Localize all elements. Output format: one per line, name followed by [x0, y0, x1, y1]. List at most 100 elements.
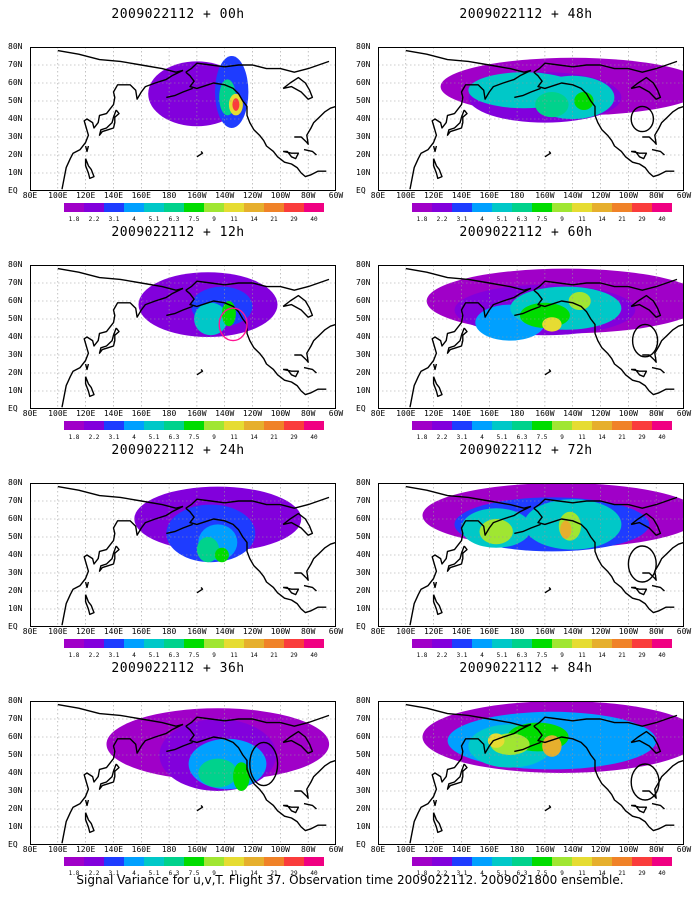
map-frame: [378, 483, 684, 627]
coastline: [651, 366, 665, 374]
lon-tick-label: 120E: [75, 627, 96, 636]
colorbar-swatch: [84, 639, 104, 648]
colorbar-swatch: [204, 421, 224, 430]
variance-contour: [221, 301, 236, 327]
colorbar-swatch: [264, 639, 284, 648]
colorbar-label: 7.5: [536, 434, 548, 441]
colorbar-label: 4: [132, 434, 136, 441]
colorbar-swatch: [472, 203, 492, 212]
colorbar-label: 40: [658, 216, 666, 223]
colorbar-label: 6.3: [168, 434, 180, 441]
lat-tick-label: 60N: [8, 732, 23, 741]
coastline: [185, 725, 327, 832]
panel-title: 2009022112 + 72h: [459, 443, 593, 458]
coastline: [432, 363, 438, 371]
colorbar-swatch: [304, 421, 324, 430]
coastline: [185, 71, 327, 178]
colorbar-label: 6.3: [168, 870, 180, 877]
lat-tick-label: 60N: [356, 514, 371, 523]
colorbar-swatch: [284, 639, 304, 648]
coastline: [533, 71, 675, 178]
lat-tick-label: 10N: [356, 822, 371, 831]
coastline: [630, 586, 648, 596]
coastline: [446, 763, 468, 790]
lon-tick-label: 80E: [22, 845, 38, 854]
coastline: [514, 87, 541, 99]
colorbar-swatch: [452, 203, 472, 212]
map-panel: 2009022112 + 72h 80N 70N 60N 50N 40N 30N 20N 10N…: [356, 443, 696, 661]
colorbar-label: 40: [658, 870, 666, 877]
lat-tick-label: 40N: [8, 550, 23, 559]
colorbar-swatch: [492, 639, 512, 648]
colorbar-swatch: [552, 421, 572, 430]
colorbar-label: 29: [290, 216, 298, 223]
colorbar-swatch: [144, 203, 164, 212]
colorbar: [64, 203, 324, 212]
variance-contour: [214, 547, 229, 563]
figure-caption: Signal Variance for u,v,T. Flight 37. Ob…: [76, 873, 624, 887]
lon-tick-label: 160E: [131, 409, 151, 418]
colorbar-swatch: [104, 639, 124, 648]
lon-tick-label: 100W: [618, 627, 638, 636]
lat-tick-label: 70N: [356, 60, 371, 69]
lat-tick-label: 50N: [8, 96, 23, 105]
lon-tick-label: 120E: [75, 845, 96, 854]
colorbar-label: 14: [250, 434, 258, 441]
colorbar: [64, 639, 324, 648]
coastline: [57, 267, 184, 291]
colorbar-label: 21: [618, 216, 626, 223]
lat-tick-label: 60N: [356, 78, 371, 87]
map-panel: 2009022112 + 48h 80N 70N 60N 50N 40N 30N 20N 10N…: [356, 7, 696, 225]
coastline: [57, 49, 184, 73]
lon-tick-label: 100W: [618, 845, 638, 854]
coastline: [303, 802, 317, 810]
coastline: [98, 109, 120, 136]
coastline: [282, 804, 300, 814]
coastline: [282, 730, 314, 754]
colorbar-label: 14: [250, 870, 258, 877]
colorbar-swatch: [452, 421, 472, 430]
colorbar-swatch: [164, 203, 184, 212]
colorbar-label: 5.1: [148, 870, 160, 877]
colorbar-swatch: [652, 203, 672, 212]
colorbar-swatch: [244, 639, 264, 648]
colorbar-swatch: [412, 857, 432, 866]
colorbar-label: 14: [250, 652, 258, 659]
colorbar-label: 40: [310, 434, 318, 441]
coastline: [196, 150, 204, 158]
coastline: [446, 109, 468, 136]
lat-tick-label: 60N: [8, 78, 23, 87]
colorbar-label: 5.1: [148, 216, 160, 223]
coastline: [446, 545, 468, 572]
lon-tick-label: 160E: [479, 191, 499, 200]
colorbar-swatch: [432, 857, 452, 866]
lon-tick-label: 100W: [270, 627, 290, 636]
variance-contour: [196, 537, 220, 563]
coastline: [409, 723, 532, 844]
colorbar-label: 1.8: [68, 870, 80, 877]
lon-tick-label: 120E: [75, 191, 96, 200]
colorbar-swatch: [144, 857, 164, 866]
coastline: [166, 87, 193, 99]
colorbar-swatch: [472, 857, 492, 866]
colorbar: [412, 203, 672, 212]
lon-tick-label: 160W: [535, 627, 555, 636]
lon-tick-label: 140W: [215, 845, 235, 854]
colorbar-label: 40: [310, 216, 318, 223]
lon-tick-label: 60W: [328, 191, 344, 200]
colorbar-swatch: [64, 857, 84, 866]
coastline: [432, 376, 443, 398]
lat-tick-label: 10N: [8, 386, 23, 395]
colorbar-label: 40: [658, 434, 666, 441]
coastline: [446, 327, 468, 354]
lon-tick-label: 160W: [187, 627, 207, 636]
lon-tick-label: 160W: [535, 409, 555, 418]
coastline: [642, 105, 684, 145]
coastline: [533, 278, 678, 291]
lon-tick-label: 100W: [270, 845, 290, 854]
colorbar-label: 29: [638, 434, 646, 441]
lon-tick-label: 140W: [215, 627, 235, 636]
colorbar-swatch: [412, 421, 432, 430]
lat-tick-label: 20N: [8, 804, 23, 813]
colorbar-label: 21: [270, 870, 278, 877]
